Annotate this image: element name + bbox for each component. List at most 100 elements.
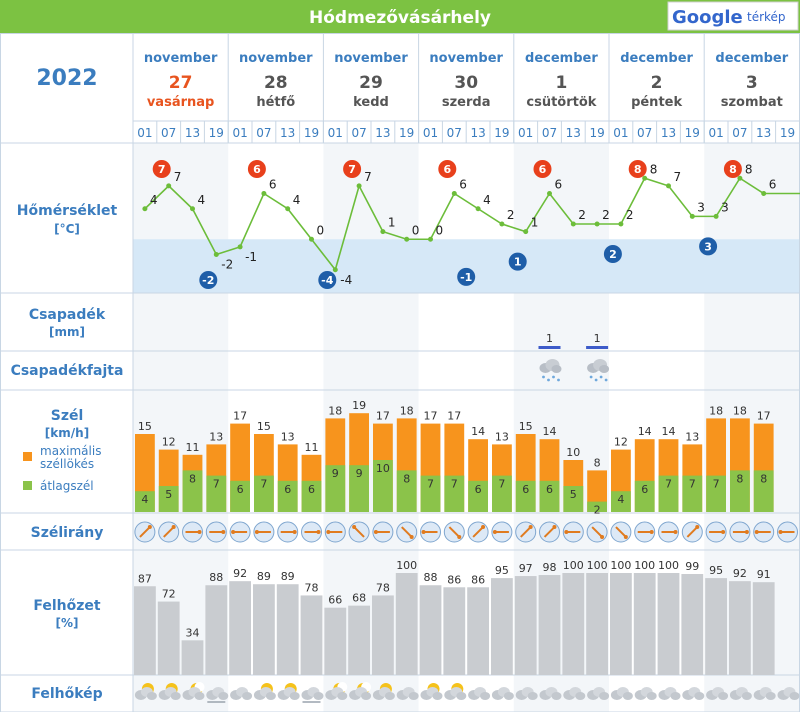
cloud-chart: 87 72 34 88 92 89 89 78 66 68 78 100 88 86 86 95 97 98 100…	[134, 559, 775, 675]
temperature-line	[144, 177, 800, 272]
cloud-puff	[218, 692, 229, 700]
temperature-value: 4	[150, 193, 158, 207]
cloud-value: 86	[471, 573, 485, 586]
cloud-bar	[705, 578, 727, 675]
partly-cloudy-sun-icon	[372, 683, 395, 700]
cloud-bar	[395, 573, 418, 675]
temperature-point	[237, 244, 243, 250]
cloud-puff	[670, 692, 681, 700]
hour-label: 13	[375, 126, 390, 140]
wind-avg-bar	[492, 475, 512, 512]
wind-arrow	[353, 526, 365, 538]
temperature-value: 8	[650, 162, 658, 176]
google-map-link-box[interactable]	[667, 1, 799, 31]
raindrop	[552, 375, 555, 379]
cloud-bar	[514, 576, 537, 675]
wind-gust-value: 18	[709, 404, 723, 417]
wind-avg-value: 7	[498, 478, 505, 491]
wind-direction-icon	[705, 521, 727, 543]
raindrop	[604, 378, 608, 382]
temperature-value: -1	[245, 250, 257, 264]
wind-avg-bar	[444, 475, 465, 512]
day-headers: november 27 vasárnap november 28 hétfő novembe…	[144, 51, 789, 110]
cloud-icon	[610, 687, 633, 700]
wind-avg-value: 7	[665, 478, 672, 491]
day-weekday: kedd	[353, 95, 389, 110]
cloud-icon	[658, 687, 681, 700]
wind-gust-value: 18	[733, 404, 747, 417]
precipitation-label: Csapadék	[29, 307, 106, 323]
cloud-value: 91	[757, 568, 771, 581]
day-weekday: hétfő	[256, 95, 295, 110]
google-logo[interactable]: Google	[672, 7, 743, 28]
hour-label: 07	[637, 126, 652, 140]
cloud-icon	[396, 687, 419, 700]
wind-arrow-head	[528, 525, 533, 530]
temperature-value: 7	[174, 170, 182, 184]
cloud-icon	[729, 687, 752, 700]
moon-cloud-icon	[182, 682, 205, 700]
temperature-point	[309, 236, 314, 242]
wind-arrow	[543, 526, 556, 538]
cloud-value: 100	[587, 559, 608, 572]
legend-avg-swatch	[23, 481, 32, 490]
hour-label: 19	[685, 126, 700, 140]
wind-arrow	[448, 526, 460, 538]
wind-arrow-head	[623, 534, 628, 539]
wind-direction-icon	[467, 521, 489, 543]
wind-avg-bar	[277, 480, 298, 512]
wind-direction-icon	[134, 521, 156, 543]
wind-direction-icon	[277, 521, 299, 543]
hour-label: 01	[232, 126, 247, 140]
wind-arrow	[139, 526, 151, 538]
temperature-point	[570, 221, 576, 227]
moon-cloud-icon	[349, 682, 372, 700]
cloud-value: 72	[162, 588, 176, 601]
wind-gust-value: 8	[594, 456, 601, 469]
cloud-puff	[384, 692, 395, 700]
google-map-link[interactable]: Google térkép	[667, 1, 799, 31]
cloud-bar	[633, 573, 656, 675]
hour-label: 01	[708, 126, 723, 140]
cloud-puff	[265, 692, 276, 700]
day-month: december	[620, 51, 693, 66]
cloud-value: 95	[495, 564, 509, 577]
hour-label: 13	[280, 126, 295, 140]
cloud-label: Felhőzet	[33, 598, 101, 614]
cloud-bar	[205, 585, 228, 675]
precipitation-bar	[586, 346, 609, 349]
year-label: 2022	[36, 66, 97, 91]
hour-label: 07	[351, 126, 366, 140]
wind-avg-value: 6	[641, 483, 648, 496]
wind-arrow-head	[231, 530, 236, 534]
precip-type-label: Csapadékfajta	[11, 363, 124, 379]
day-number: 3	[746, 73, 758, 93]
hour-label: 13	[185, 126, 200, 140]
wind-avg-bar	[301, 480, 322, 512]
cloud-icon	[230, 687, 253, 700]
temperature-value: 2	[578, 208, 586, 222]
cloud-puff	[527, 692, 538, 700]
wind-arrow	[472, 526, 484, 538]
cloud-puff	[313, 692, 324, 700]
temperature-value: 0	[412, 223, 420, 237]
temperature-point	[713, 213, 719, 219]
wind-arrow-head	[721, 530, 726, 534]
wind-arrow-head	[673, 530, 678, 534]
map-link-text[interactable]: térkép	[747, 10, 786, 24]
cloud-bar	[586, 573, 608, 675]
cloud-value: 78	[376, 581, 390, 594]
cloud-bar	[324, 607, 347, 675]
wind-avg-bar	[373, 460, 393, 512]
cloud-icon	[706, 687, 729, 700]
max-temp-badge-value: 7	[348, 163, 356, 176]
hour-label: 01	[518, 126, 533, 140]
hour-label: 07	[542, 126, 557, 140]
wind-direction-icon	[420, 521, 441, 543]
wind-gust-value: 15	[138, 420, 152, 433]
wind-arrow-head	[292, 530, 297, 534]
max-temp-badge-value: 6	[253, 163, 261, 176]
cloud-value: 87	[138, 572, 152, 585]
temperature-point	[737, 175, 743, 181]
cloud-puff	[551, 365, 562, 373]
